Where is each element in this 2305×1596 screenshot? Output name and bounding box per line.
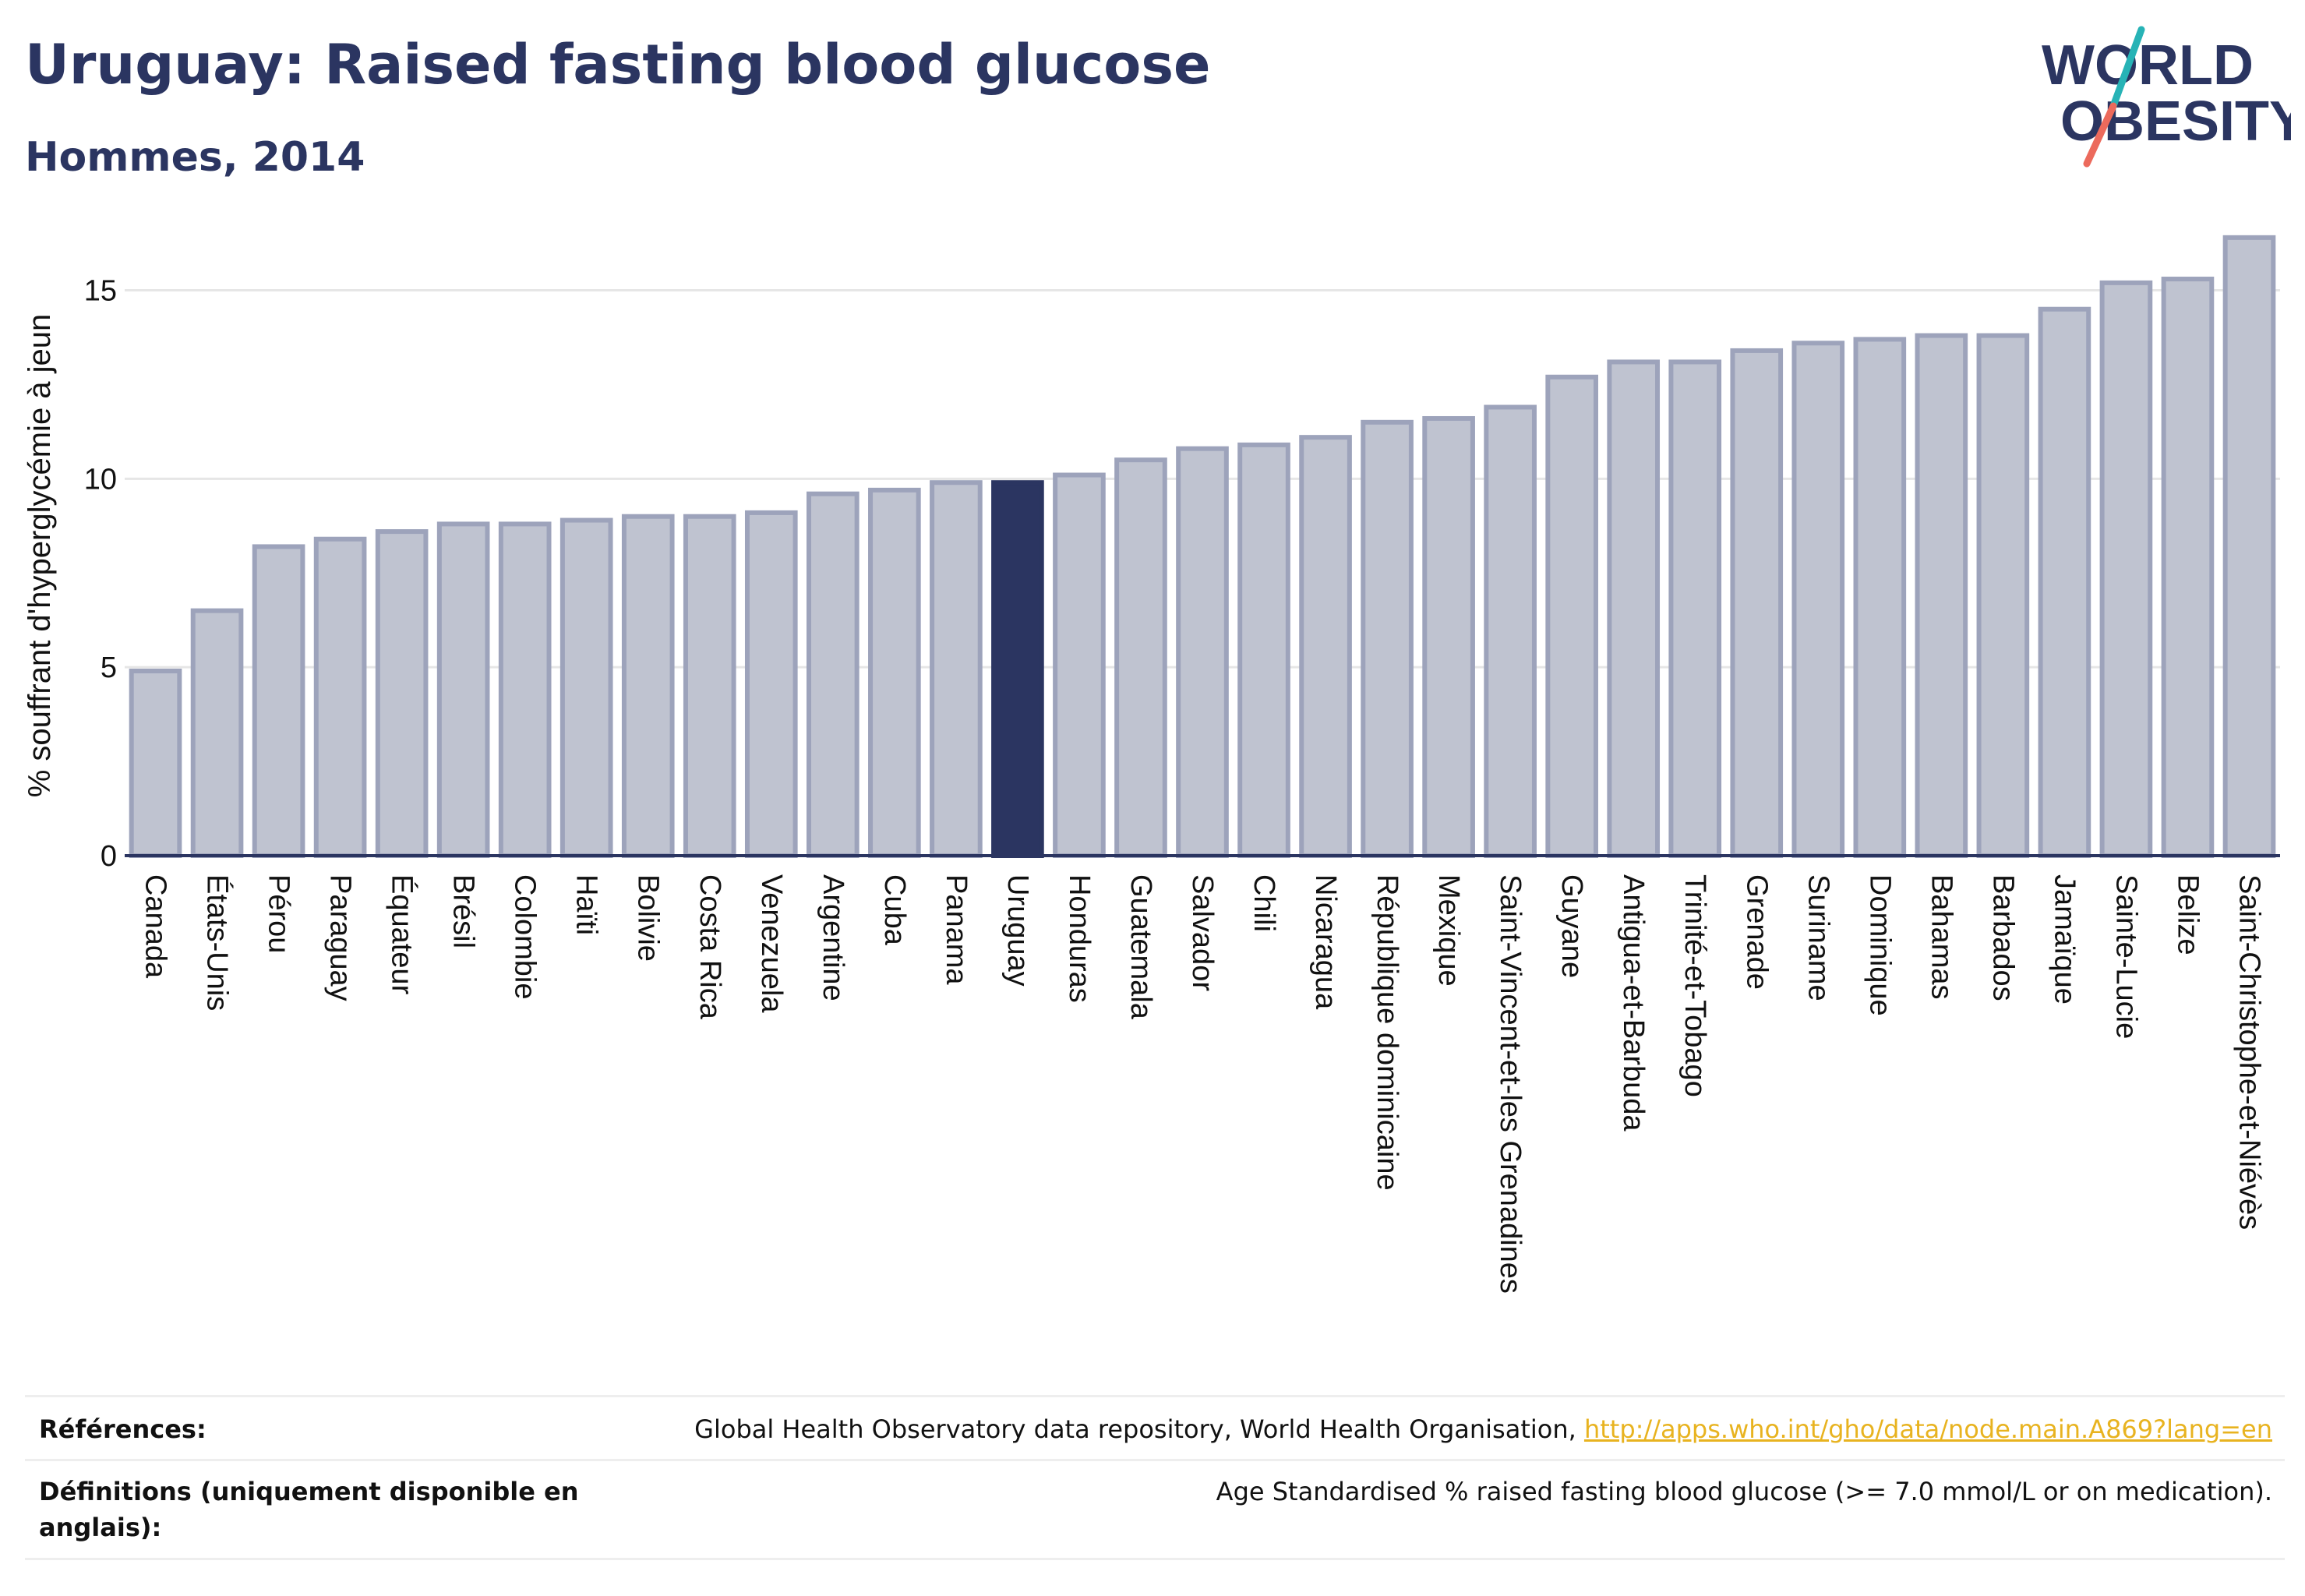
bar[interactable] xyxy=(1915,333,1968,858)
x-tick-label: Guyane xyxy=(1555,874,1588,978)
x-tick-label: Suriname xyxy=(1802,874,1834,1001)
bar[interactable] xyxy=(1176,446,1229,858)
x-tick-label: Pérou xyxy=(263,874,295,953)
chart-subtitle: Hommes, 2014 xyxy=(25,134,365,181)
bar[interactable] xyxy=(683,514,736,859)
x-tick-label: Belize xyxy=(2171,874,2204,955)
bar[interactable] xyxy=(2038,306,2091,858)
x-tick-label: Chili xyxy=(1248,874,1280,932)
bar[interactable] xyxy=(252,544,305,858)
x-tick-label: Bahamas xyxy=(1925,874,1957,1000)
definitions-label: Définitions (uniquement disponible en an… xyxy=(39,1477,579,1542)
x-tick-label: Panama xyxy=(940,874,972,985)
bar[interactable] xyxy=(1053,472,1106,858)
bar-chart: 0 5 10 15 Canada États-Unis Pérou Paraguay Équa… xyxy=(23,235,2280,1294)
y-tick-label: 0 xyxy=(101,840,117,873)
bar[interactable] xyxy=(1114,457,1167,858)
definitions-row: Définitions (uniquement disponible en an… xyxy=(25,1459,2285,1560)
bar[interactable] xyxy=(190,608,244,858)
bar[interactable] xyxy=(2099,280,2153,858)
x-tick-label: Dominique xyxy=(1863,874,1896,1016)
x-tick-label: Antigua-et-Barbuda xyxy=(1617,874,1650,1132)
references-link[interactable]: http://apps.who.int/gho/data/node.main.A… xyxy=(1583,1414,2272,1444)
bar[interactable] xyxy=(1361,419,1414,858)
bar[interactable] xyxy=(1730,348,1784,859)
bar[interactable] xyxy=(2222,235,2276,858)
references-value: Global Health Observatory data repositor… xyxy=(694,1411,2272,1447)
x-tick-label: États-Unis xyxy=(201,874,235,1011)
x-tick-label: Haïti xyxy=(570,874,603,935)
x-tick-label: Saint-Vincent-et-les Grenadines xyxy=(1494,874,1527,1294)
y-tick-label: 5 xyxy=(101,651,117,684)
bar[interactable] xyxy=(559,517,613,859)
bar[interactable] xyxy=(930,480,983,858)
bar[interactable] xyxy=(375,529,429,859)
references-label: Références: xyxy=(39,1414,206,1444)
x-tick-label: Venezuela xyxy=(755,874,788,1013)
x-tick-label: Barbados xyxy=(1986,874,2019,1001)
x-tick-label: Jamaïque xyxy=(2048,874,2081,1005)
bar[interactable] xyxy=(2161,277,2215,858)
bar[interactable] xyxy=(1237,442,1290,858)
x-tick-label: Canada xyxy=(139,874,172,979)
x-tick-label: Salvador xyxy=(1186,874,1219,991)
x-tick-label: Guatemala xyxy=(1124,874,1157,1020)
x-tick-label: Brésil xyxy=(447,874,480,948)
x-tick-label: Sainte-Lucie xyxy=(2109,874,2142,1039)
y-tick-label: 15 xyxy=(84,275,117,308)
x-tick-label: République dominicaine xyxy=(1371,874,1403,1191)
bar[interactable] xyxy=(1545,374,1598,859)
x-tick-label: Costa Rica xyxy=(694,874,726,1020)
world-obesity-logo: WORLD OBESITY xyxy=(2042,26,2291,168)
bar[interactable] xyxy=(1668,359,1722,859)
y-tick-label: 10 xyxy=(84,463,117,496)
bar[interactable] xyxy=(498,521,552,859)
bar[interactable] xyxy=(313,536,367,859)
x-tick-label: Uruguay xyxy=(1001,874,1034,987)
definitions-value: Age Standardised % raised fasting blood … xyxy=(1216,1477,2272,1506)
references-row: Références: Global Health Observatory da… xyxy=(25,1395,2285,1460)
x-tick-label: Cuba xyxy=(878,874,911,946)
bar[interactable] xyxy=(868,487,921,858)
bar[interactable] xyxy=(807,491,860,859)
bar[interactable] xyxy=(744,510,798,859)
logo-slash-coral xyxy=(2083,102,2117,168)
bar[interactable] xyxy=(1607,359,1661,859)
x-tick-label: Trinité-et-Tobago xyxy=(1678,874,1711,1097)
bar[interactable] xyxy=(1484,404,1537,858)
bars-layer xyxy=(129,235,2276,859)
x-tick-label: Honduras xyxy=(1063,874,1096,1003)
bar[interactable] xyxy=(1422,415,1475,858)
x-tick-label: Équateur xyxy=(386,874,419,995)
bar-highlight[interactable] xyxy=(991,480,1044,858)
x-tick-label: Paraguay xyxy=(324,874,357,1001)
x-tick-label: Colombie xyxy=(509,874,542,1000)
logo-text-world: WORLD xyxy=(2042,34,2254,97)
x-tick-labels: Canada États-Unis Pérou Paraguay Équateur Bré… xyxy=(139,874,2266,1294)
bar[interactable] xyxy=(621,514,675,859)
x-tick-label: Saint-Christophe-et-Niévès xyxy=(2233,874,2265,1230)
bar[interactable] xyxy=(1791,341,1845,859)
references-text: Global Health Observatory data repositor… xyxy=(694,1414,1584,1444)
x-tick-label: Bolivie xyxy=(632,874,665,962)
x-tick-label: Nicaragua xyxy=(1309,874,1342,1010)
bar[interactable] xyxy=(1299,435,1352,858)
bar[interactable] xyxy=(129,669,182,858)
chart-title: Uruguay: Raised fasting blood glucose xyxy=(25,33,1211,97)
bar[interactable] xyxy=(1853,337,1907,859)
x-tick-label: Argentine xyxy=(817,874,849,1001)
logo-slash-teal xyxy=(2109,26,2145,110)
y-tick-labels: 0 5 10 15 xyxy=(84,275,117,873)
y-axis-label: % souffrant d'hyperglycémie à jeun xyxy=(23,314,57,798)
x-tick-label: Mexique xyxy=(1432,874,1465,987)
bar[interactable] xyxy=(436,521,490,859)
x-tick-label: Grenade xyxy=(1740,874,1773,990)
bar[interactable] xyxy=(1976,333,2030,858)
